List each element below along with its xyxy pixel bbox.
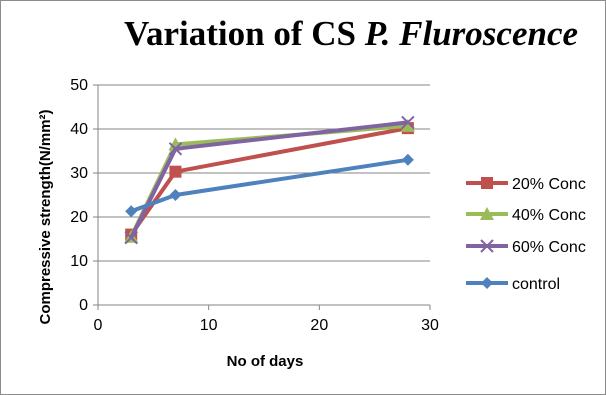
y-axis-label: Compressive strength(N/mm²) (37, 109, 54, 324)
axes (93, 84, 431, 310)
y-tick-label: 20 (70, 209, 88, 226)
legend-marker (480, 207, 494, 220)
data-point (401, 115, 415, 130)
legend-label: 20% Conc (512, 176, 586, 193)
data-point (401, 153, 414, 166)
x-marker-stroke (480, 239, 494, 253)
y-tick-label: 40 (70, 121, 88, 138)
legend: 20% Conc 40% Conc 60% Conc control (466, 176, 586, 293)
y-tick-label: 30 (70, 165, 88, 182)
data-point (125, 205, 138, 218)
series-group (124, 115, 415, 245)
y-tick-labels: 0 10 20 30 40 50 (70, 77, 88, 314)
legend-item-40-conc: 40% Conc (466, 207, 586, 224)
legend-marker (480, 239, 494, 253)
chart-title-italic: P. Fluroscence (364, 14, 579, 53)
x-tick-label: 30 (421, 317, 439, 334)
data-point (400, 118, 415, 132)
y-tick-label: 0 (79, 297, 88, 314)
legend-item-control: control (466, 276, 560, 293)
y-tick-label: 10 (70, 253, 88, 270)
data-point (124, 230, 138, 245)
legend-item-20-conc: 20% Conc (466, 176, 586, 193)
series-control (125, 153, 414, 218)
legend-label: control (512, 276, 560, 293)
legend-label: 60% Conc (512, 239, 586, 256)
gridlines (98, 84, 430, 262)
y-tick-label: 50 (70, 77, 88, 94)
chart-title-plain: Variation of CS (123, 14, 365, 53)
x-tick-label: 0 (94, 317, 103, 334)
x-axis-label: No of days (227, 353, 304, 370)
data-point (169, 189, 182, 201)
x-marker-stroke (168, 142, 183, 156)
data-point (168, 142, 183, 156)
x-tick-label: 20 (310, 317, 328, 334)
x-marker-stroke (401, 115, 415, 130)
legend-marker (481, 277, 493, 289)
x-marker-stroke (124, 230, 138, 245)
series-60-conc (124, 115, 415, 245)
legend-label: 40% Conc (512, 207, 586, 224)
data-point (169, 165, 182, 178)
chart-title: Variation of CS P. Fluroscence (0, 14, 606, 54)
x-tick-labels: 0 10 20 30 (94, 317, 439, 334)
legend-marker (481, 177, 493, 189)
x-tick-label: 10 (200, 317, 218, 334)
legend-item-60-conc: 60% Conc (466, 239, 586, 256)
